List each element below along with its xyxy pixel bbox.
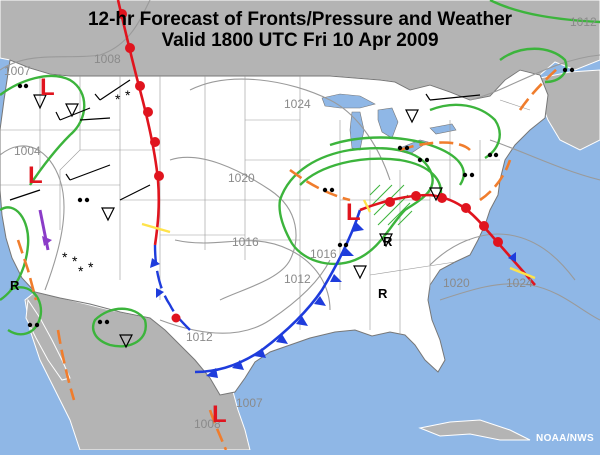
- credit-label: NOAA/NWS: [536, 433, 594, 444]
- isobar-label: 1016: [232, 235, 259, 249]
- snow-symbol: *: [125, 87, 131, 103]
- isobar-label: 1020: [228, 171, 255, 185]
- snow-symbol: *: [78, 263, 84, 279]
- stationary-front-south-warm-symbols: [172, 314, 181, 323]
- low-pressure-symbol: L: [40, 74, 55, 101]
- isobar-label: 1016: [310, 247, 337, 261]
- isobar-label: 1007: [236, 396, 263, 410]
- isobar-label: 1007: [4, 64, 31, 78]
- isobar-label: 1020: [443, 276, 470, 290]
- thunderstorm-glyph: R: [10, 278, 20, 293]
- snow-symbol: *: [88, 259, 94, 275]
- isobar-label: 1008: [94, 52, 121, 66]
- low-pressure-symbol: L: [28, 162, 43, 189]
- low-pressure-symbol: L: [346, 199, 361, 226]
- isobar-label: 1012: [284, 272, 311, 286]
- isobar-label: 1024: [284, 97, 311, 111]
- isobar-label: 1024: [506, 276, 533, 290]
- snow-symbol: *: [62, 249, 68, 265]
- isobar-label: 1004: [14, 144, 41, 158]
- snow-symbol: *: [115, 91, 121, 107]
- map-title: 12-hr Forecast of Fronts/Pressure and We…: [0, 9, 600, 31]
- map-valid-time: Valid 1800 UTC Fri 10 Apr 2009: [0, 30, 600, 52]
- thunderstorm-glyph: R: [383, 234, 393, 249]
- low-pressure-symbol: L: [212, 401, 227, 428]
- thunderstorm-glyph: R: [378, 286, 388, 301]
- isobar-label: 1012: [186, 330, 213, 344]
